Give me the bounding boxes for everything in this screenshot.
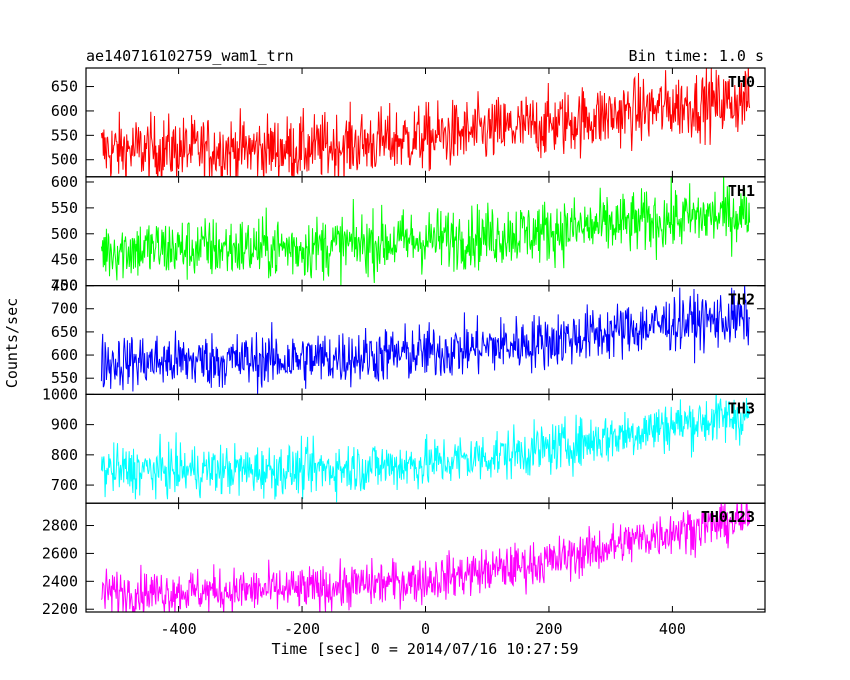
y-tick-label: 600 bbox=[51, 102, 78, 120]
x-tick-label: -200 bbox=[284, 620, 320, 638]
x-tick-label: -400 bbox=[161, 620, 197, 638]
y-tick-label: 650 bbox=[51, 323, 78, 341]
y-tick-label: 500 bbox=[51, 225, 78, 243]
y-tick-label: 600 bbox=[51, 173, 78, 191]
x-tick-label: 400 bbox=[659, 620, 686, 638]
panel-th0123: TH0123 2200 2400 2600 2800 bbox=[42, 502, 766, 618]
y-tick-label: 750 bbox=[51, 277, 78, 295]
y-tick-label: 2800 bbox=[42, 517, 78, 535]
y-tick-label: 550 bbox=[51, 126, 78, 144]
y-tick-label: 550 bbox=[51, 199, 78, 217]
y-tick-label: 2200 bbox=[42, 600, 78, 618]
y-tick-label: 500 bbox=[51, 151, 78, 169]
panel-label: TH2 bbox=[728, 291, 755, 309]
y-tick-label: 600 bbox=[51, 346, 78, 364]
panel-label: TH1 bbox=[728, 182, 755, 200]
y-tick-label: 1000 bbox=[42, 385, 78, 403]
y-tick-label: 2600 bbox=[42, 544, 78, 562]
y-tick-label: 2400 bbox=[42, 572, 78, 590]
series-line-th0123 bbox=[100, 503, 751, 613]
x-tick-label: 0 bbox=[421, 620, 430, 638]
panel-frame bbox=[85, 285, 766, 396]
series-line-th0 bbox=[100, 68, 751, 177]
y-tick-label: 650 bbox=[51, 78, 78, 96]
panel-label: TH0123 bbox=[701, 508, 755, 526]
y-tick-label: 450 bbox=[51, 251, 78, 269]
chart-title: ae140716102759_wam1_trn bbox=[86, 47, 294, 65]
y-tick-label: 700 bbox=[51, 476, 78, 494]
series-line-th3 bbox=[100, 394, 751, 503]
panel-th0: TH0 500 550 600 650 bbox=[51, 67, 766, 178]
panel-th2: TH2 550 600 650 700 750 bbox=[51, 277, 766, 396]
panel-th1: TH1 400 450 500 550 600 bbox=[51, 173, 766, 295]
y-tick-label: 900 bbox=[51, 416, 78, 434]
y-tick-label: 800 bbox=[51, 446, 78, 464]
y-tick-label: 550 bbox=[51, 369, 78, 387]
panels-group: TH0 500 550 600 650 TH1 400 450 500 550 600 TH2 550 6… bbox=[42, 67, 766, 638]
chart-subtitle: Bin time: 1.0 s bbox=[629, 47, 764, 65]
panel-label: TH3 bbox=[728, 399, 755, 417]
y-axis-label: Counts/sec bbox=[3, 298, 21, 388]
y-tick-label: 700 bbox=[51, 300, 78, 318]
x-tick-label: 200 bbox=[535, 620, 562, 638]
series-line-th1 bbox=[100, 176, 751, 286]
panel-th3: TH3 700 800 900 1000 bbox=[42, 385, 766, 504]
series-line-th2 bbox=[100, 285, 751, 395]
y-tick-label: 400 bbox=[51, 277, 78, 295]
x-axis-label: Time [sec] 0 = 2014/07/16 10:27:59 bbox=[271, 640, 578, 658]
panel-label: TH0 bbox=[728, 73, 755, 91]
